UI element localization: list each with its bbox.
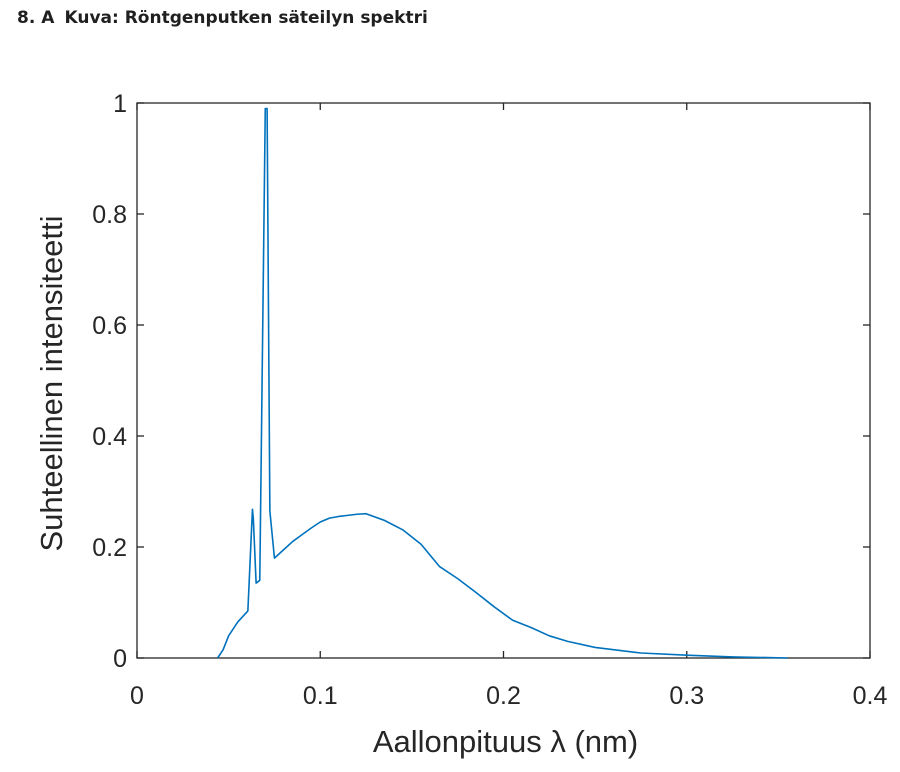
y-tick-label: 0.6 [92,312,127,340]
axes-frame [136,102,871,659]
x-tick-label: 0.2 [486,682,521,710]
axis-ticks [136,102,871,659]
x-tick-label: 0 [130,682,144,710]
y-tick-label: 0.8 [92,201,127,229]
question-number: 8. [17,8,36,28]
x-tick-label: 0.3 [669,682,704,710]
y-tick-label: 1 [113,90,127,118]
question-letter: A [41,8,55,28]
y-tick-label: 0.2 [92,534,127,562]
y-tick-label: 0.4 [92,423,127,451]
x-tick-label: 0.4 [853,682,888,710]
series-layer [216,107,788,659]
tick-labels: 0 0.1 0.2 0.3 0.4 0 0.2 0.4 0.6 0.8 1 [92,90,887,710]
page-title: 8. A Kuva: Röntgenputken säteilyn spektri [17,8,428,28]
x-tick-label: 0.1 [303,682,338,710]
plot-box [136,102,871,659]
y-tick-label: 0 [113,645,127,673]
y-axis-label: Suhteellinen intensiteetti [34,215,69,551]
figure-caption: Kuva: Röntgenputken säteilyn spektri [64,8,428,28]
x-axis-label: Aallonpituus λ (nm) [373,724,638,759]
series-line [216,107,788,659]
